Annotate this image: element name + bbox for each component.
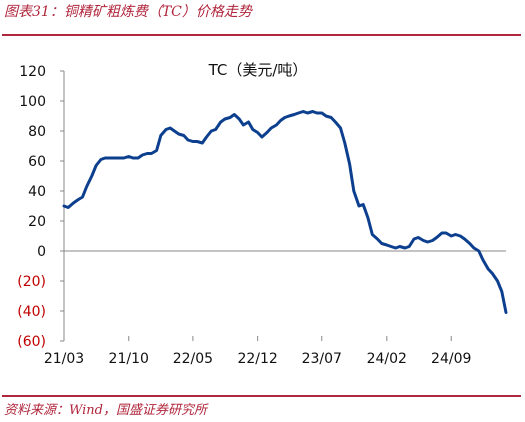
x-tick-group: 21/03 21/10 22/05 22/12 23/07 24/02 24/09 — [44, 336, 471, 367]
y-tick-label: (20) — [17, 274, 46, 290]
title-rule — [2, 34, 521, 36]
y-tick-label: 20 — [28, 214, 46, 230]
x-tick-label: 21/03 — [44, 351, 84, 367]
y-tick-label: 60 — [28, 154, 46, 170]
source-note: 资料来源：Wind，国盛证券研究所 — [4, 403, 207, 418]
y-tick-label: 100 — [19, 94, 46, 110]
x-tick-label: 24/09 — [431, 351, 471, 367]
y-tick-label: 40 — [28, 184, 46, 200]
source-rule — [2, 395, 521, 397]
x-tick-label: 22/12 — [237, 351, 277, 367]
x-tick-label: 23/07 — [302, 351, 342, 367]
y-tick-label: (40) — [17, 304, 46, 320]
y-tick-label: (60) — [17, 334, 46, 350]
y-tick-label: 80 — [28, 124, 46, 140]
y-tick-group: 120 100 80 60 40 20 0 (20) (40) (60) — [17, 64, 64, 350]
chart-title: TC（美元/吨） — [208, 61, 308, 79]
x-tick-label: 24/02 — [367, 351, 407, 367]
y-tick-label: 120 — [19, 64, 46, 80]
figure-title: 图表31：铜精矿粗炼费（TC）价格走势 — [4, 4, 252, 20]
x-tick-label: 21/10 — [109, 351, 149, 367]
x-tick-label: 22/05 — [173, 351, 213, 367]
series-group — [62, 110, 508, 314]
tc-series-line — [62, 110, 508, 314]
y-tick-label: 0 — [37, 244, 46, 260]
